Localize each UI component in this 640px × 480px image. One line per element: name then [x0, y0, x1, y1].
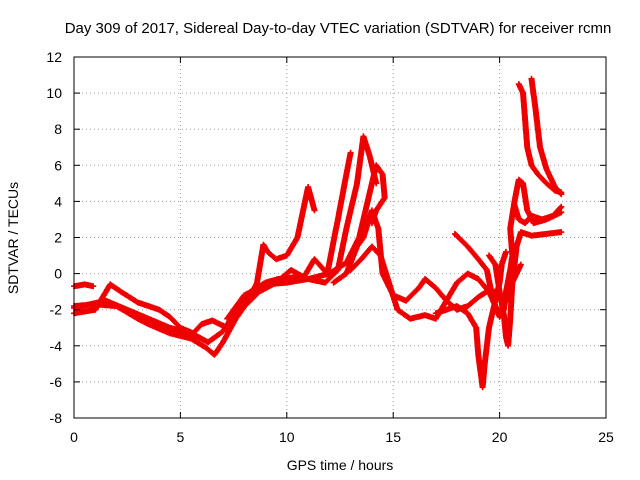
data-marks — [71, 75, 565, 391]
x-tick-label: 20 — [492, 429, 508, 445]
y-tick-label: 8 — [54, 121, 62, 137]
axis-ticks: 0 5 10 15 20 25 -8 -6 -4 -2 0 2 4 6 8 10 12 — [46, 49, 614, 445]
data-series-1 — [71, 281, 97, 290]
y-axis-title: SDTVAR / TECUs — [5, 182, 21, 294]
data-marker-trace — [486, 229, 565, 349]
data-series-13 — [511, 202, 565, 227]
data-marker-trace — [528, 75, 565, 198]
data-series-9 — [451, 176, 565, 320]
y-tick-label: 4 — [54, 193, 62, 209]
x-tick-label: 10 — [279, 429, 295, 445]
data-series-6 — [330, 207, 499, 313]
data-marker-trace — [451, 176, 565, 320]
y-tick-label: 0 — [54, 266, 62, 282]
y-tick-label: 12 — [46, 49, 62, 65]
data-marker-trace — [71, 281, 97, 290]
y-tick-label: 2 — [54, 230, 62, 246]
data-marker-trace — [224, 162, 388, 322]
y-tick-label: -8 — [50, 410, 63, 426]
data-series-11 — [515, 81, 565, 196]
x-tick-label: 15 — [385, 429, 401, 445]
data-marker-trace — [515, 81, 565, 196]
x-tick-label: 5 — [177, 429, 185, 445]
data-series-5 — [224, 162, 388, 322]
y-tick-label: -2 — [50, 302, 63, 318]
data-marker-trace — [330, 207, 499, 313]
y-tick-label: -4 — [50, 338, 63, 354]
y-tick-label: 6 — [54, 157, 62, 173]
y-tick-label: 10 — [46, 85, 62, 101]
x-tick-label: 0 — [70, 429, 78, 445]
data-series-10 — [486, 229, 565, 349]
x-axis-title: GPS time / hours — [287, 457, 394, 473]
y-tick-label: -6 — [50, 374, 63, 390]
data-marker-trace — [511, 202, 565, 227]
data-series-12 — [528, 75, 565, 198]
x-tick-label: 25 — [598, 429, 614, 445]
chart-title: Day 309 of 2017, Sidereal Day-to-day VTE… — [65, 20, 612, 37]
